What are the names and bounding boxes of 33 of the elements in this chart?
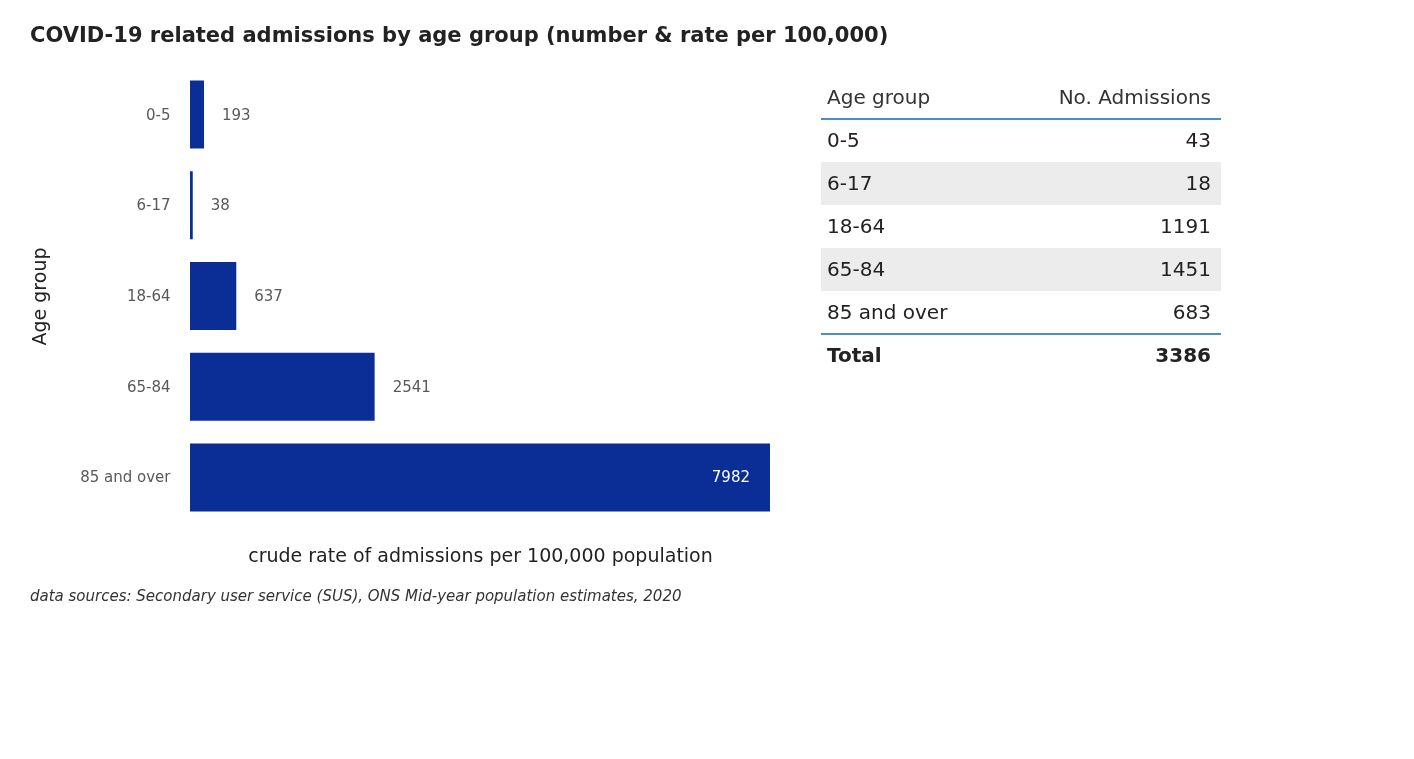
y-tick-label: 18-64 <box>126 287 171 305</box>
text: Age group <box>827 84 931 109</box>
data-label: 2541 <box>392 377 431 396</box>
bar <box>190 171 193 240</box>
y-tick-label: 6-17 <box>136 196 171 215</box>
category-label: 18-64 <box>827 213 886 238</box>
bar <box>190 80 205 149</box>
y-tick-label: 0-5 <box>146 105 171 124</box>
data-label: 1451 <box>1160 256 1211 281</box>
category-label: 6-17 <box>827 170 873 195</box>
data-label: 18 <box>1185 170 1211 195</box>
chart-title: COVID-19 related admissions by age group (number & rate per 100,000) <box>30 23 889 47</box>
text: No. Admissions <box>1058 84 1211 109</box>
data-label: 637 <box>254 287 283 305</box>
text: data sources: Secondary user service (SUS), ONS Mid-year population estimates, 2020 <box>30 587 682 605</box>
category-label: 0-5 <box>827 127 860 152</box>
y-tick-label: 85 and over <box>80 468 172 487</box>
data-label: 193 <box>222 105 251 124</box>
data-label: 3386 <box>1155 342 1211 367</box>
bar <box>190 443 770 512</box>
data-label: 7982 <box>711 468 750 487</box>
data-label: 38 <box>210 196 230 215</box>
bar <box>190 261 237 331</box>
bar <box>190 352 375 421</box>
category-label: Total <box>827 342 882 367</box>
x-axis-title: crude rate of admissions per 100,000 population <box>248 543 713 566</box>
data-label: 683 <box>1172 299 1211 324</box>
category-label: 85 and over <box>827 299 949 324</box>
category-label: 65-84 <box>827 256 886 281</box>
y-axis-title: Age group <box>28 247 51 346</box>
data-label: 43 <box>1185 127 1211 152</box>
y-tick-label: 65-84 <box>126 377 171 396</box>
data-label: 1191 <box>1160 213 1211 238</box>
